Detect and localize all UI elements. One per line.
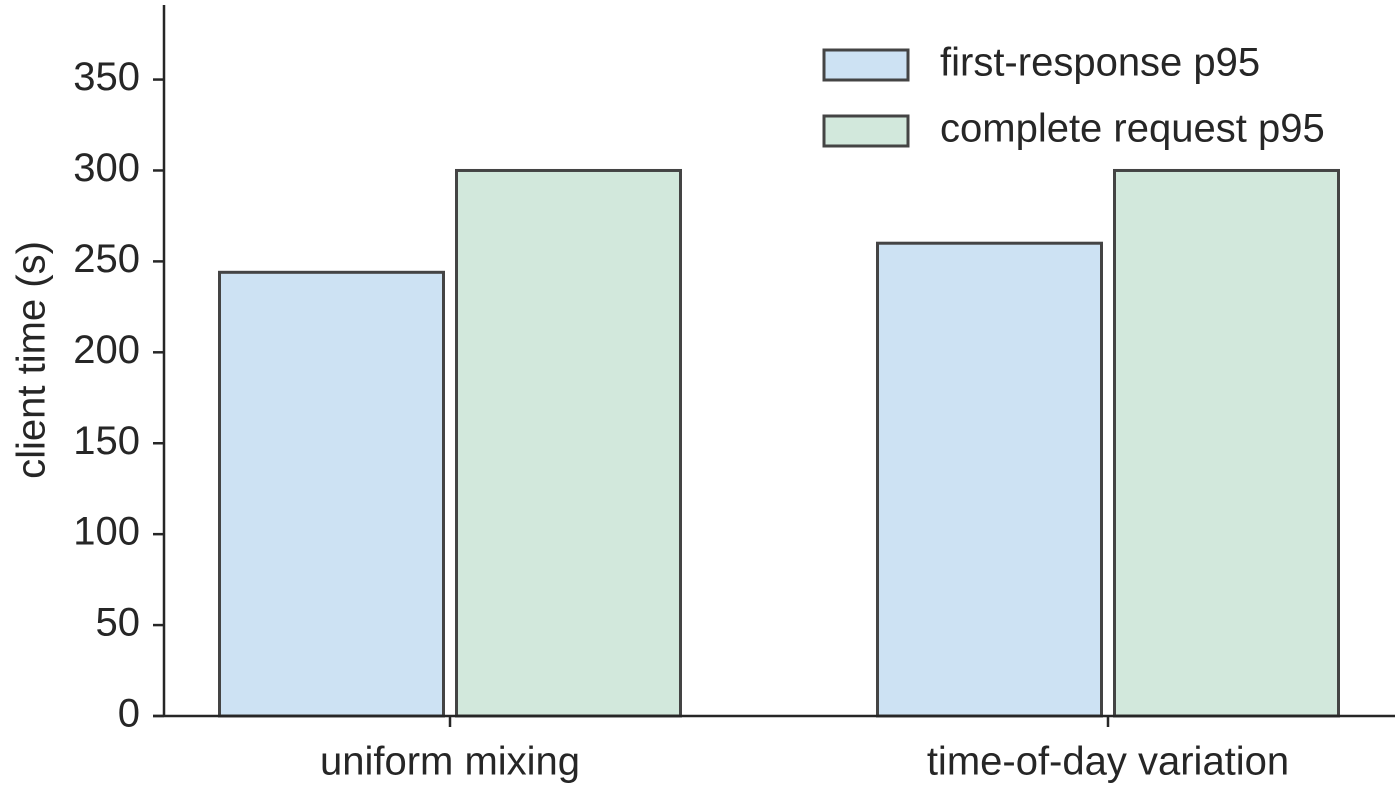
y-tick-label: 200 [73,328,140,372]
y-tick-label: 0 [118,692,140,736]
bar [455,168,682,718]
legend-swatch [822,114,910,148]
y-tick-label: 50 [96,601,141,645]
legend-label: complete request p95 [940,107,1325,151]
y-tick-label: 350 [73,55,140,99]
y-tick-label: 100 [73,510,140,554]
legend-swatch [822,48,910,82]
bar [876,241,1103,718]
x-tick-label: time-of-day variation [927,740,1289,784]
bar [1113,168,1340,718]
y-tick-label: 300 [73,146,140,190]
y-tick-label: 150 [73,419,140,463]
y-tick-label: 250 [73,237,140,281]
legend-label: first-response p95 [940,41,1260,85]
y-axis-label: client time (s) [10,241,54,479]
x-tick-label: uniform mixing [320,740,580,784]
bar [218,270,445,718]
